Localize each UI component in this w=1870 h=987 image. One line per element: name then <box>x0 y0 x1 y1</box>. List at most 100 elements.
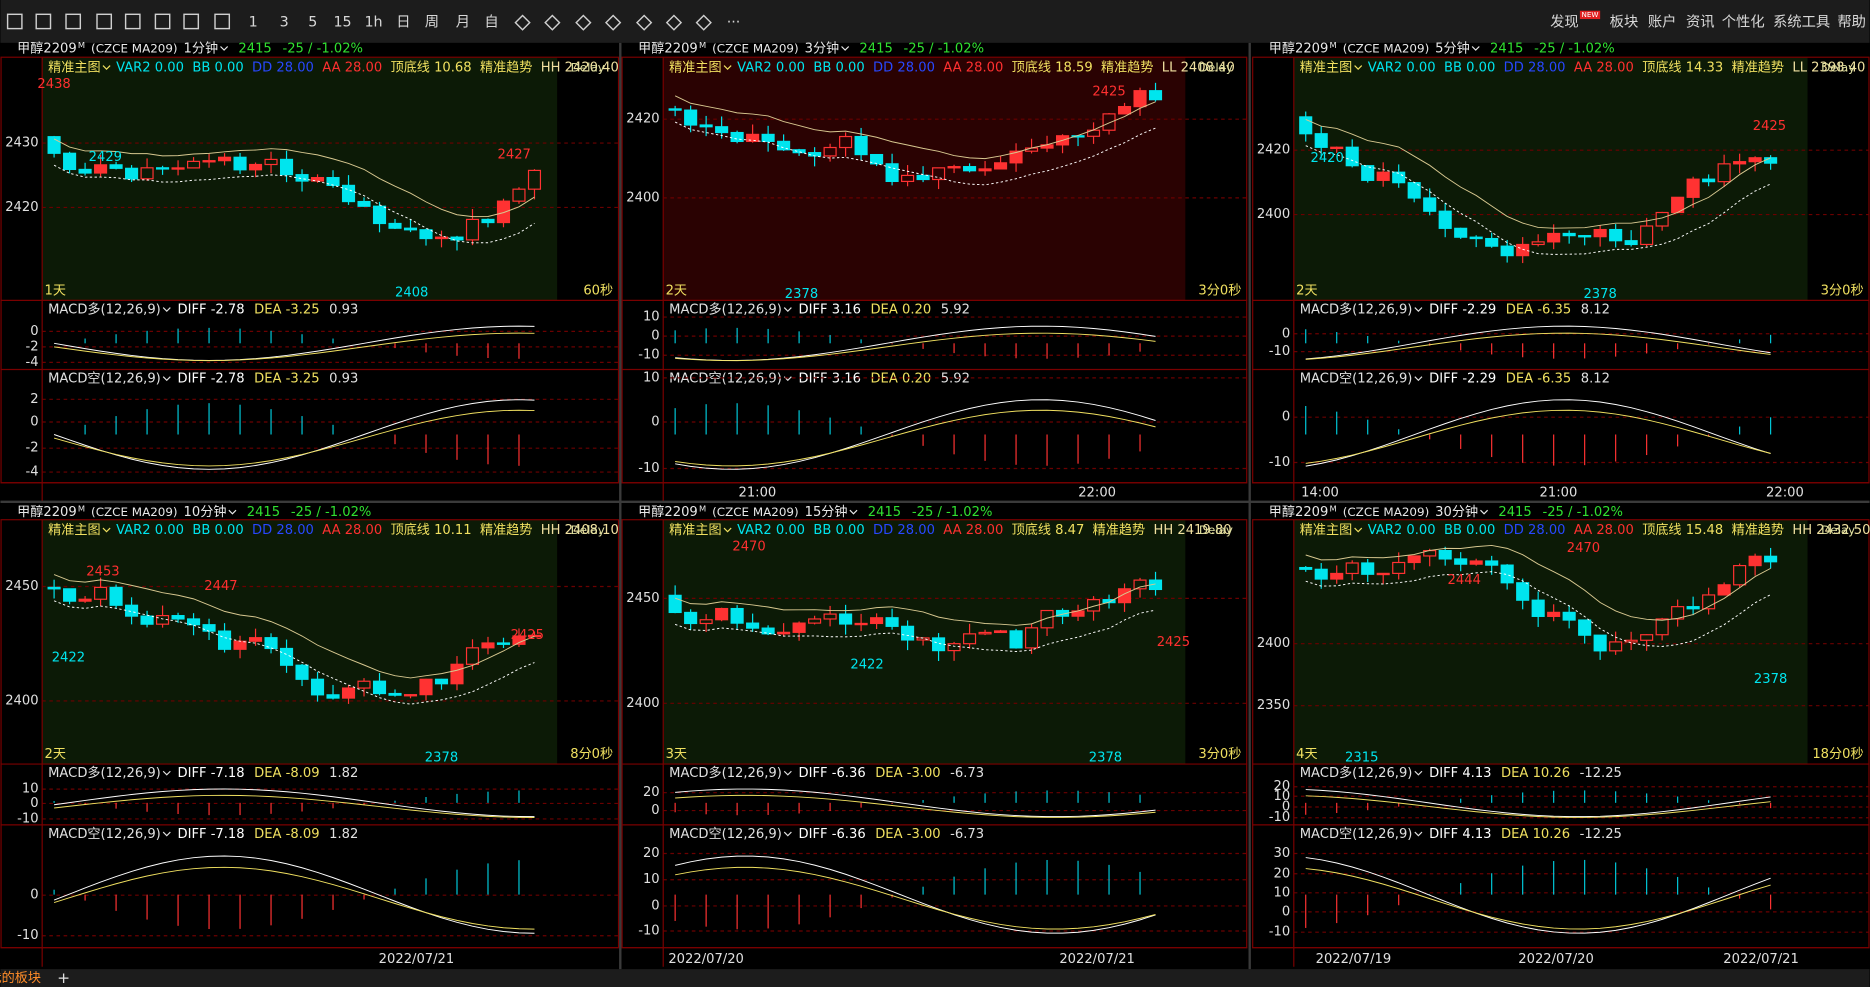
y-tick-label: -10 <box>1269 455 1290 470</box>
macd-name[interactable]: MACD空(12,26,9) <box>1300 371 1413 387</box>
period-button[interactable]: 1 <box>249 15 258 31</box>
header-code: (CZCE MA209) <box>712 505 799 519</box>
candle-body <box>63 152 77 171</box>
menu-item[interactable]: 账户 <box>1648 14 1677 31</box>
candle-body <box>823 613 837 620</box>
indicator-name[interactable]: 精准主图 <box>1300 59 1352 75</box>
y-tick-label: 0 <box>651 898 659 913</box>
delay-label: Delay <box>1199 523 1233 537</box>
candle-body <box>512 188 526 202</box>
toolbar-icon[interactable] <box>96 13 113 30</box>
candle-body <box>885 617 899 627</box>
macd-name[interactable]: MACD多(12,26,9) <box>1300 300 1413 317</box>
macd-diff: DIFF -6.36 <box>799 827 866 842</box>
macd-name[interactable]: MACD多(12,26,9) <box>48 300 161 317</box>
macd-name[interactable]: MACD空(12,26,9) <box>48 371 161 387</box>
macd-name[interactable]: MACD空(12,26,9) <box>48 826 161 842</box>
macd-name[interactable]: MACD多(12,26,9) <box>1300 764 1413 781</box>
candle-body <box>419 678 433 696</box>
candle-body <box>434 236 449 240</box>
toolbar-icon[interactable] <box>604 14 622 31</box>
moving-average <box>1305 118 1771 229</box>
macd-macd: -6.73 <box>950 766 984 781</box>
header-period[interactable]: 1分钟 <box>184 39 219 56</box>
indicator-name[interactable]: 精准主图 <box>48 59 100 75</box>
period-button[interactable]: 1h <box>364 15 382 31</box>
toolbar-icon[interactable] <box>6 13 23 30</box>
macd-name[interactable]: MACD空(12,26,9) <box>1300 826 1413 842</box>
candle-body <box>1314 133 1328 148</box>
price-annotation: 2422 <box>52 651 85 666</box>
period-button[interactable]: 3 <box>280 15 289 31</box>
y-tick-label: 0 <box>30 796 38 811</box>
indicator-value: BB 0.00 <box>813 523 864 538</box>
moving-average <box>674 95 1156 160</box>
footer-tab[interactable]: 我的板块 <box>0 970 41 986</box>
indicator-name[interactable]: 精准主图 <box>48 522 100 538</box>
candle-body <box>1361 562 1375 575</box>
menu-item[interactable]: 个性化 <box>1722 14 1765 31</box>
toolbar-icon[interactable] <box>635 14 653 31</box>
candle-body <box>684 109 698 126</box>
candle-body <box>1299 116 1313 135</box>
indicator-name[interactable]: 精准主图 <box>1300 522 1352 538</box>
menu-item[interactable]: 资讯 <box>1686 14 1715 31</box>
indicator-name[interactable]: 精准主图 <box>669 59 721 75</box>
toolbar-icon[interactable] <box>695 14 712 31</box>
period-button[interactable]: 15 <box>333 15 351 31</box>
period-button[interactable]: 自 <box>484 14 498 31</box>
price-annotation: 2425 <box>1092 84 1125 99</box>
menu-item[interactable]: 发现 <box>1550 14 1579 31</box>
menu-item[interactable]: 帮助 <box>1837 14 1866 31</box>
header-code: (CZCE MA209) <box>712 41 799 55</box>
toolbar-icon[interactable] <box>35 13 52 30</box>
toolbar-icon[interactable] <box>214 13 231 30</box>
macd-name[interactable]: MACD空(12,26,9) <box>669 371 782 387</box>
toolbar-icon[interactable] <box>544 14 561 31</box>
candle-body <box>450 663 464 685</box>
more-button[interactable]: ··· <box>727 15 741 31</box>
menu-item[interactable]: 系统工具 <box>1773 14 1830 31</box>
period-button[interactable]: 日 <box>396 15 410 31</box>
candle-body <box>1454 227 1468 238</box>
dea-line <box>675 794 1156 818</box>
moving-average <box>53 574 535 679</box>
header-symbol: 甲醇2209 <box>1269 503 1329 520</box>
toolbar-icon[interactable] <box>575 14 592 31</box>
candle-body <box>171 167 185 170</box>
footer-add[interactable]: + <box>57 969 70 987</box>
toolbar-icon[interactable] <box>124 13 141 30</box>
macd-name[interactable]: MACD多(12,26,9) <box>669 764 782 781</box>
span-label: 2天 <box>45 747 66 762</box>
menu-item[interactable]: 板块 <box>1610 14 1639 31</box>
candle-body <box>792 622 806 633</box>
dropdown-chevron <box>1414 376 1423 382</box>
candle-body <box>1500 564 1514 584</box>
header-period[interactable]: 5分钟 <box>1435 39 1470 56</box>
indicator-name[interactable]: 精准主图 <box>669 522 721 538</box>
macd-dea: DEA -8.09 <box>254 766 319 781</box>
toolbar-icon[interactable] <box>183 13 200 30</box>
period-button[interactable]: 5 <box>308 15 317 31</box>
indicator-value: 精准趋势 <box>1101 59 1153 75</box>
toolbar-icon[interactable] <box>665 14 683 31</box>
macd-name[interactable]: MACD多(12,26,9) <box>48 764 161 781</box>
period-button[interactable]: 月 <box>456 15 470 31</box>
toolbar-icon[interactable] <box>154 13 171 30</box>
candle-body <box>403 227 418 231</box>
period-button[interactable]: 周 <box>425 15 439 31</box>
toolbar-icon[interactable] <box>65 13 82 30</box>
header-period[interactable]: 30分钟 <box>1435 503 1478 520</box>
macd-name[interactable]: MACD多(12,26,9) <box>669 300 782 317</box>
y-tick-label: 2420 <box>5 200 38 215</box>
macd-name[interactable]: MACD空(12,26,9) <box>669 826 782 842</box>
header-period[interactable]: 15分钟 <box>805 503 848 520</box>
header-period[interactable]: 10分钟 <box>184 503 227 520</box>
candle-body <box>1733 564 1747 586</box>
header-period[interactable]: 3分钟 <box>805 39 840 56</box>
toolbar-icon[interactable] <box>514 14 531 31</box>
candle-body <box>1361 165 1375 181</box>
candle-body <box>527 169 542 190</box>
y-tick-label: -2 <box>26 441 39 456</box>
candle-body <box>932 167 946 181</box>
